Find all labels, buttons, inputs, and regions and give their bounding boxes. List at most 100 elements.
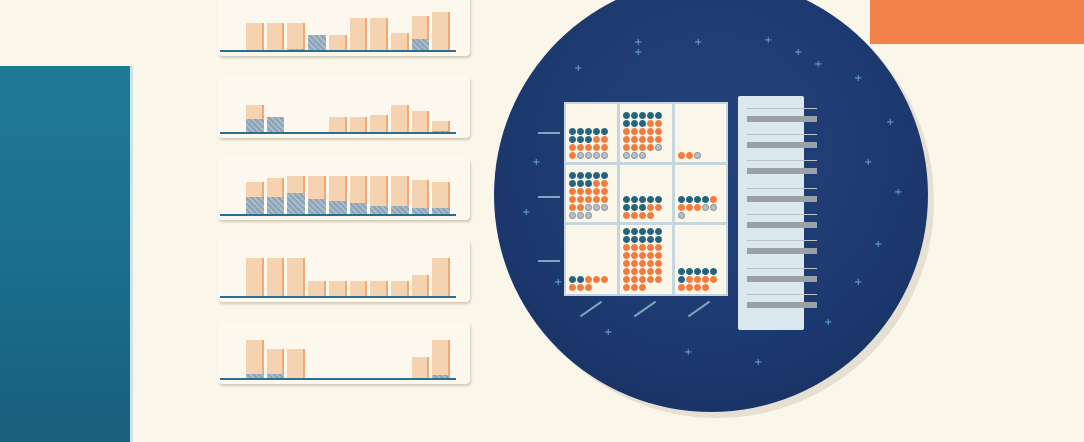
blue-dot: [585, 180, 592, 187]
sparkle-icon: +: [886, 117, 895, 128]
orange-dot: [569, 284, 576, 291]
orange-dot: [647, 204, 655, 211]
orange-dot: [655, 276, 663, 283]
blue-dot: [585, 172, 592, 179]
bar-highlight: [370, 205, 388, 216]
baseline: [220, 296, 456, 298]
orange-dot: [647, 244, 655, 251]
legend-rule: [747, 214, 817, 215]
bar: [246, 10, 264, 52]
bar-highlight: [266, 197, 285, 216]
bar-total: [266, 258, 285, 298]
orange-dot: [693, 276, 701, 283]
gray-dot: [709, 204, 717, 211]
bar-total: [349, 18, 368, 52]
bar-total: [246, 22, 264, 52]
orange-dot: [631, 268, 639, 275]
blue-dot: [623, 111, 631, 119]
blue-dot: [623, 196, 631, 203]
orange-dot: [577, 143, 584, 151]
baseline: [220, 214, 456, 216]
blue-dot: [623, 204, 631, 211]
bar-total: [432, 258, 451, 298]
bar-group: [246, 10, 451, 52]
sparkle-icon: +: [814, 59, 823, 70]
orange-dot: [569, 204, 576, 211]
blue-dot: [593, 127, 600, 135]
orange-dot: [647, 143, 655, 151]
sparkle-icon: +: [894, 187, 903, 198]
legend-rule: [747, 188, 817, 189]
bar: [287, 256, 306, 298]
blue-dot: [631, 236, 639, 243]
bar-highlight: [246, 119, 264, 134]
orange-dot: [647, 119, 655, 127]
bar-total: [411, 274, 430, 298]
mini-chart-1: [218, 0, 470, 56]
teal-side-panel: [0, 66, 130, 442]
blue-dot: [631, 196, 639, 203]
blue-dot: [701, 268, 709, 275]
orange-dot: [677, 284, 685, 291]
orange-dot: [709, 276, 717, 283]
row-tick-1: [538, 132, 560, 134]
blue-dot: [647, 236, 655, 243]
bar-total: [390, 281, 409, 298]
sparkle-icon: +: [794, 47, 803, 58]
bar-total: [349, 281, 368, 298]
bar-total: [266, 348, 285, 380]
bar: [266, 256, 285, 298]
orange-dot: [677, 151, 685, 159]
orange-dot: [647, 127, 655, 135]
bar-highlight: [411, 207, 430, 216]
grid-cell: [620, 104, 672, 162]
legend-rule: [747, 294, 817, 295]
blue-dot: [701, 196, 709, 203]
bar-total: [328, 35, 347, 52]
bar: [411, 10, 430, 52]
col-tick-3: [687, 300, 711, 318]
orange-dot: [569, 143, 576, 151]
orange-dot: [601, 276, 608, 283]
orange-dot: [623, 260, 631, 267]
bar-highlight: [287, 192, 306, 216]
orange-dot: [655, 119, 663, 127]
baseline: [220, 132, 456, 134]
orange-dot: [685, 151, 693, 159]
bar: [349, 256, 368, 298]
blue-dot: [655, 228, 663, 235]
legend-entry-2: [747, 142, 817, 148]
mini-chart-3: [218, 158, 470, 220]
blue-dot: [569, 135, 576, 143]
legend-rule: [747, 108, 817, 109]
orange-dot: [585, 143, 592, 151]
row-tick-3: [538, 260, 560, 262]
bar: [432, 10, 451, 52]
orange-dot: [639, 260, 647, 267]
bar-highlight: [432, 207, 451, 216]
bar: [349, 10, 368, 52]
bar-total: [370, 281, 388, 298]
gray-dot: [677, 212, 685, 219]
bar-highlight: [308, 35, 326, 52]
orange-dot: [577, 284, 584, 291]
orange-dot: [655, 268, 663, 275]
orange-dot: [647, 252, 655, 259]
blue-dot: [577, 172, 584, 179]
orange-dot: [569, 196, 576, 203]
bar-group: [246, 256, 451, 298]
blue-dot: [577, 276, 584, 283]
blue-dot: [601, 127, 608, 135]
orange-dot: [685, 276, 693, 283]
bar-total: [266, 22, 285, 52]
blue-dot: [569, 276, 576, 283]
gray-dot: [593, 151, 600, 159]
bar-total: [287, 258, 306, 298]
orange-dot: [631, 276, 639, 283]
col-tick-2: [633, 300, 657, 318]
legend-entry-8: [747, 302, 817, 308]
orange-dot: [677, 204, 685, 211]
mini-chart-2: [218, 76, 470, 138]
blue-dot: [639, 196, 647, 203]
blue-dot: [639, 204, 647, 211]
